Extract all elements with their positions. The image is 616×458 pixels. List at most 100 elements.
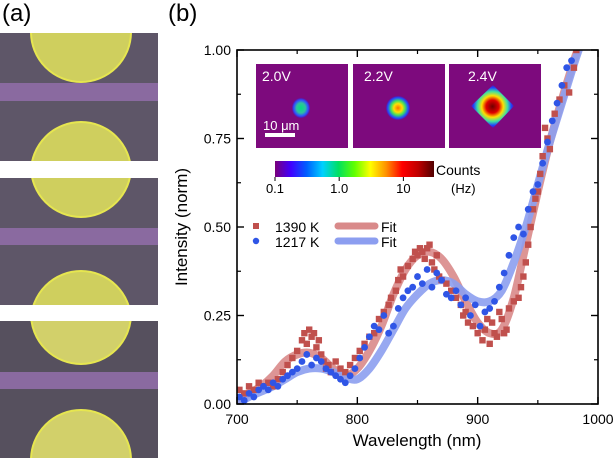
sem-scale-label: 0.5 μm <box>2 159 54 161</box>
point-1390k <box>481 326 489 333</box>
point-1390k <box>346 361 354 369</box>
x-tick-label: 900 <box>466 411 490 427</box>
point-1390k <box>245 383 253 390</box>
inset-scale-label: 10 μm <box>263 118 299 133</box>
point-1217k <box>544 138 551 146</box>
point-1390k <box>491 330 498 337</box>
point-1217k <box>279 375 287 383</box>
point-1390k <box>409 255 416 263</box>
point-1217k <box>534 181 542 188</box>
point-1217k <box>438 276 445 284</box>
point-1390k <box>431 266 438 273</box>
point-1390k <box>380 308 388 316</box>
point-1390k <box>284 361 291 369</box>
point-1390k <box>361 340 368 348</box>
point-1390k <box>310 330 318 337</box>
point-1390k <box>469 322 477 330</box>
point-1390k <box>315 337 323 344</box>
legend-label-fit-1390k: Fit <box>381 219 397 235</box>
inset-map-2-0v: 2.0V 10 μm <box>256 64 348 148</box>
x-axis-label: Wavelength (nm) <box>353 431 482 450</box>
point-1217k <box>361 343 368 351</box>
point-1390k <box>565 89 573 96</box>
point-1217k <box>237 393 243 401</box>
point-1390k <box>392 287 400 294</box>
point-1217k <box>240 397 248 404</box>
point-1217k <box>481 308 489 316</box>
y-tick-label: 0.00 <box>204 396 231 412</box>
point-1217k <box>491 297 498 305</box>
point-1217k <box>375 326 383 334</box>
point-1390k <box>241 390 248 397</box>
point-1390k <box>479 337 486 344</box>
point-1390k <box>303 340 310 348</box>
point-1217k <box>322 365 330 372</box>
point-1390k <box>534 188 542 195</box>
y-tick-label: 0.75 <box>204 131 231 147</box>
legend: 1390 K Fit 1217 K Fit <box>252 219 397 250</box>
point-1390k <box>419 248 426 255</box>
point-1390k <box>537 170 544 178</box>
point-1217k <box>399 294 407 302</box>
point-1217k <box>269 379 277 387</box>
point-1217k <box>418 280 426 288</box>
inset-label-3: 2.4V <box>468 68 497 84</box>
inset-map-2-4v: 2.4V <box>449 64 541 148</box>
point-1217k <box>519 230 527 238</box>
point-1390k <box>546 145 554 153</box>
inset-label-2: 2.2V <box>364 68 393 84</box>
point-1390k <box>351 354 359 362</box>
panel-a-label: (a) <box>2 0 32 27</box>
point-1390k <box>556 96 563 103</box>
fit-line-1 <box>237 50 583 404</box>
point-1390k <box>423 245 431 252</box>
point-1390k <box>474 330 481 337</box>
point-1390k <box>570 64 578 71</box>
point-1390k <box>411 248 419 255</box>
point-1217k <box>447 294 455 302</box>
point-1217k <box>500 269 508 277</box>
point-1390k <box>308 333 315 340</box>
point-1217k <box>327 368 335 376</box>
point-1390k <box>532 195 539 202</box>
point-1390k <box>250 386 258 394</box>
point-1217k <box>365 333 373 341</box>
point-1217k <box>250 393 258 401</box>
colorbar-tick-label: 0.1 <box>266 181 284 196</box>
point-1390k <box>517 283 525 291</box>
x-tick-label: 1000 <box>582 411 613 427</box>
panel-b-label: (b) <box>168 0 198 27</box>
point-1390k <box>421 255 428 263</box>
point-1390k <box>426 241 433 248</box>
point-1390k <box>433 252 440 259</box>
point-1390k <box>416 245 424 252</box>
point-1390k <box>522 259 529 266</box>
point-1390k <box>435 273 443 280</box>
point-1217k <box>313 354 320 362</box>
point-1390k <box>399 273 407 280</box>
point-1217k <box>515 223 522 231</box>
legend-label-1390k: 1390 K <box>275 219 320 235</box>
point-1390k <box>306 326 313 333</box>
point-1390k <box>443 280 450 287</box>
point-1390k <box>525 241 532 248</box>
point-1217k <box>471 301 479 309</box>
y-axis-label: Intensity (norm) <box>172 168 191 286</box>
point-1390k <box>464 319 472 326</box>
colorbar-unit: (Hz) <box>451 181 476 196</box>
point-1390k <box>325 361 332 369</box>
point-1390k <box>397 266 404 273</box>
point-1217k <box>433 269 441 277</box>
point-1217k <box>351 365 359 372</box>
point-1390k <box>279 368 286 376</box>
point-1217k <box>558 82 566 89</box>
y-tick-label: 0.25 <box>204 308 231 324</box>
legend-marker-1217k <box>252 237 260 245</box>
point-1390k <box>255 379 262 386</box>
point-1390k <box>404 262 412 270</box>
point-1390k <box>385 301 392 309</box>
point-1390k <box>395 276 402 284</box>
point-1217k <box>356 354 364 362</box>
point-1217k <box>529 188 537 196</box>
